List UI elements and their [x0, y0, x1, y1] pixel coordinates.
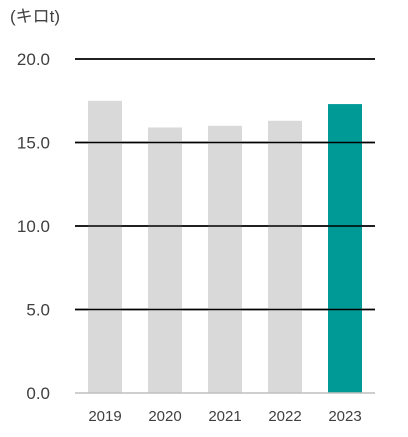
bar-2020	[148, 127, 182, 393]
x-tick-label: 2023	[328, 408, 361, 425]
bar-2019	[88, 100, 122, 393]
x-tick-label: 2021	[208, 408, 241, 425]
y-axis-unit-label: (キロt)	[10, 7, 60, 26]
y-tick-label: 5.0	[26, 301, 50, 320]
bar-2021	[208, 125, 242, 394]
x-tick-labels: 2019 2020 2021 2022 2023	[88, 408, 361, 425]
baseline	[75, 58, 375, 394]
x-tick-label: 2019	[88, 408, 121, 425]
bars	[88, 100, 362, 394]
y-tick-label: 20.0	[17, 50, 50, 69]
y-tick-label: 15.0	[17, 134, 50, 153]
y-tick-labels: 0.0 5.0 10.0 15.0 20.0	[17, 50, 50, 403]
y-tick-label: 0.0	[26, 384, 50, 403]
y-tick-label: 10.0	[17, 217, 50, 236]
bar-2022	[268, 120, 302, 393]
bar-2023	[328, 104, 362, 393]
x-tick-label: 2022	[268, 408, 301, 425]
x-tick-label: 2020	[148, 408, 181, 425]
